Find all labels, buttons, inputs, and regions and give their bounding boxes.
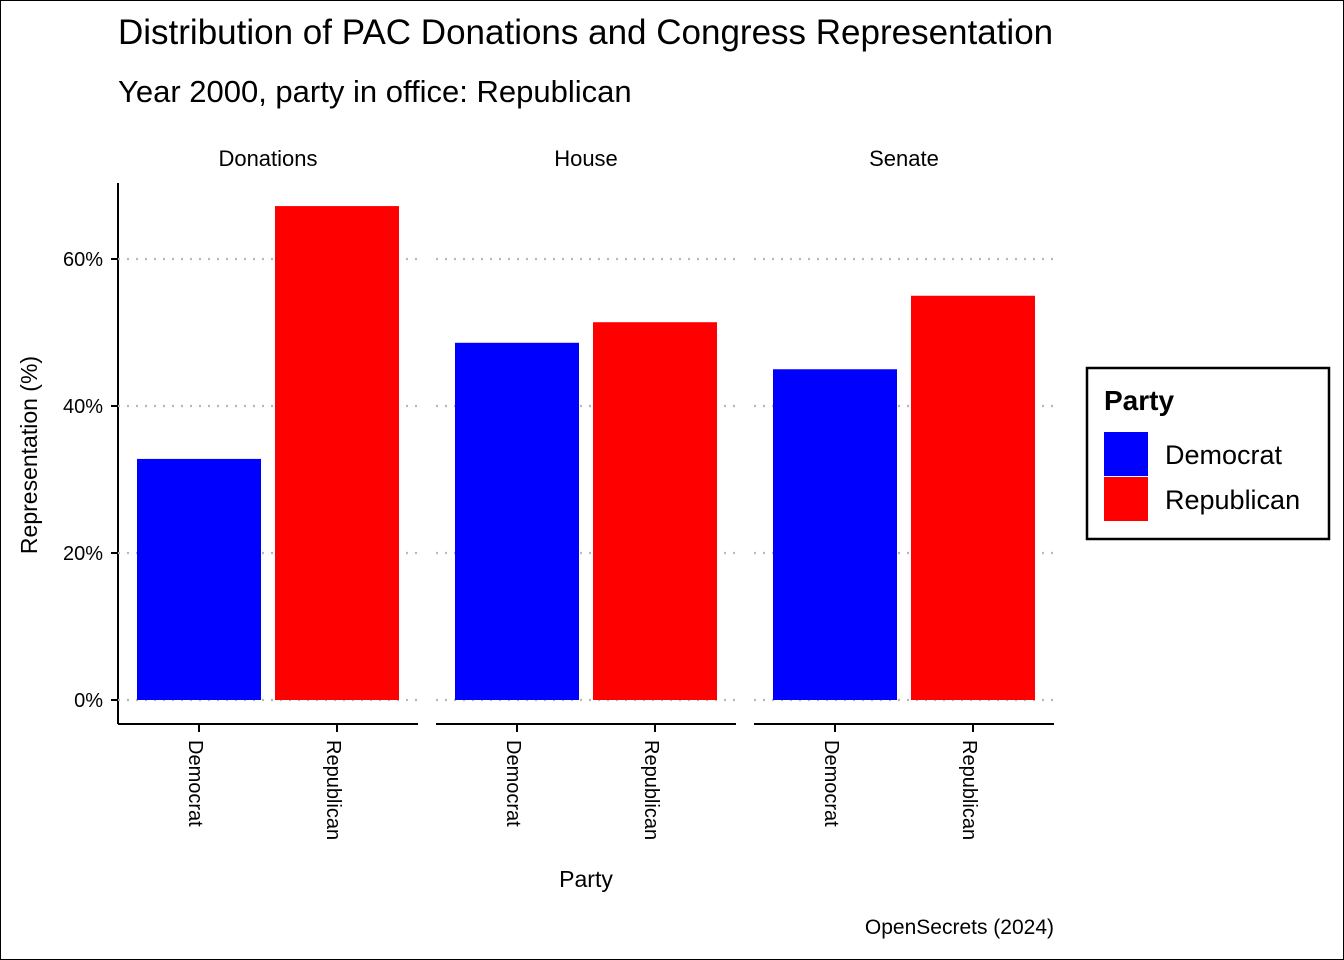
y-tick-label: 20% [63,543,103,565]
legend-title: Party [1104,385,1174,416]
bar-donations-democrat [137,458,261,700]
facet-label: Donations [218,146,317,171]
x-tick-label: Democrat [502,740,524,827]
x-tick-label: Republican [958,740,980,840]
legend-label-democrat: Democrat [1165,440,1283,470]
legend-swatch-republican [1104,477,1148,521]
legend: Party Democrat Republican [1085,366,1331,541]
chart-caption: OpenSecrets (2024) [865,916,1054,939]
bar-senate-democrat [773,369,897,700]
chart-title: Distribution of PAC Donations and Congre… [118,13,1053,52]
bar-house-republican [593,322,717,700]
plot-area: 0% 20% 40% 60% Donations Democrat Republican Ho… [63,146,1054,840]
bar-senate-republican [911,295,1035,700]
chart-subtitle: Year 2000, party in office: Republican [118,74,632,109]
facet-label: Senate [869,146,939,171]
bar-donations-republican [275,206,399,700]
bar-house-democrat [455,342,579,700]
y-axis-title: Representation (%) [16,356,42,554]
x-tick-label: Democrat [184,740,206,827]
x-tick-label: Republican [322,740,344,840]
legend-swatch-democrat [1104,432,1148,476]
facet-label: House [554,146,618,171]
y-tick-label: 40% [63,396,103,418]
y-tick-label: 60% [63,249,103,271]
x-tick-label: Republican [640,740,662,840]
x-tick-label: Democrat [820,740,842,827]
legend-label-republican: Republican [1165,485,1300,515]
y-tick-label: 0% [74,690,103,712]
x-axis-title: Party [559,866,613,892]
